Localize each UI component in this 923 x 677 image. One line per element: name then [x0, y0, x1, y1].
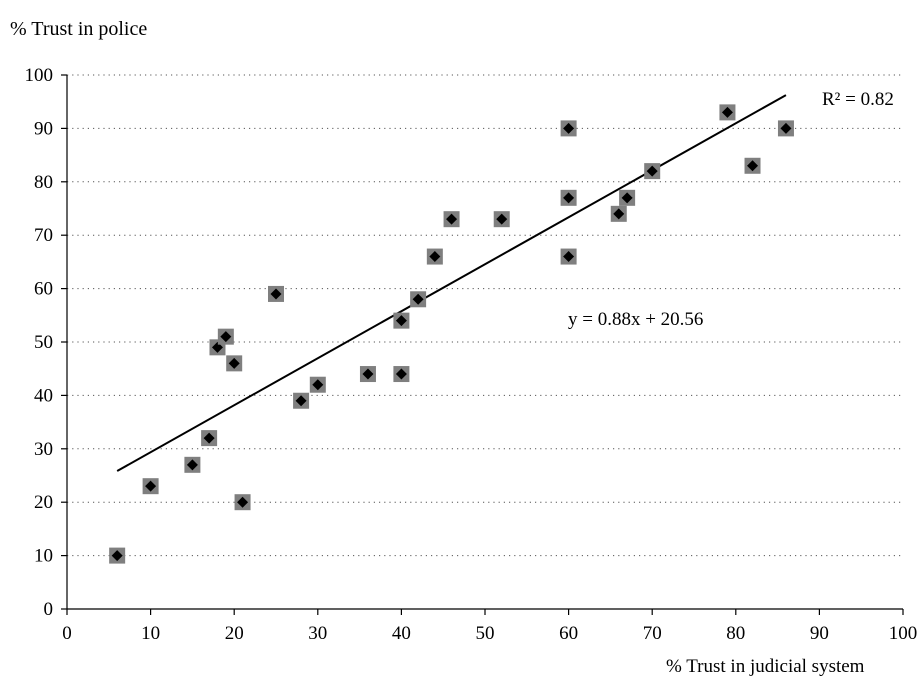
- y-tick-label: 0: [44, 599, 54, 620]
- data-point: [268, 285, 284, 302]
- point-diamond: [496, 213, 508, 225]
- point-diamond: [220, 331, 232, 343]
- data-point: [217, 328, 234, 345]
- point-diamond: [563, 251, 575, 263]
- data-point: [393, 312, 410, 329]
- trendline-layer: [116, 94, 787, 472]
- point-diamond: [780, 122, 792, 134]
- point-diamond: [362, 368, 374, 380]
- point-diamond: [395, 368, 407, 380]
- point-diamond: [446, 213, 458, 225]
- point-diamond: [203, 432, 215, 444]
- x-tick-label: 100: [889, 623, 918, 644]
- data-point: [560, 189, 577, 206]
- data-point: [610, 205, 627, 222]
- axis-ticks: 0 10 20 30 40 50 60 70 80 90 100 0 10 20 30 40 50 60 70 80 9…: [25, 65, 918, 644]
- data-point: [777, 120, 794, 137]
- point-diamond: [395, 315, 407, 327]
- data-points: [109, 104, 794, 564]
- data-point: [410, 291, 427, 308]
- y-tick-label: 40: [34, 385, 53, 406]
- point-diamond: [111, 550, 123, 562]
- x-tick-label: 0: [62, 623, 72, 644]
- point-diamond: [412, 293, 424, 305]
- trendline-equation: y = 0.88x + 20.56: [568, 309, 703, 330]
- point-diamond: [563, 122, 575, 134]
- point-diamond: [613, 208, 625, 220]
- data-point: [443, 211, 460, 228]
- data-point: [226, 355, 243, 372]
- point-diamond: [721, 106, 733, 118]
- data-point: [201, 430, 218, 447]
- data-point: [393, 366, 410, 383]
- point-diamond: [237, 496, 249, 508]
- point-diamond: [186, 459, 198, 471]
- point-diamond: [312, 379, 324, 391]
- trendline: [116, 94, 787, 472]
- x-tick-label: 70: [643, 623, 662, 644]
- data-point: [426, 248, 443, 265]
- y-tick-label: 20: [34, 492, 53, 513]
- data-point: [719, 104, 736, 121]
- x-tick-label: 10: [141, 623, 160, 644]
- data-point: [744, 157, 761, 174]
- data-point: [293, 392, 310, 409]
- point-diamond: [270, 288, 282, 300]
- y-axis-label: % Trust in police: [10, 18, 147, 40]
- data-point: [560, 120, 577, 137]
- data-point: [184, 456, 201, 473]
- point-diamond: [228, 357, 240, 369]
- gridlines: [67, 74, 903, 557]
- y-tick-label: 100: [25, 65, 54, 86]
- y-tick-label: 50: [34, 332, 53, 353]
- data-point: [359, 366, 376, 383]
- data-point: [142, 478, 159, 495]
- x-tick-label: 50: [476, 623, 495, 644]
- point-diamond: [621, 192, 633, 204]
- x-tick-label: 20: [225, 623, 244, 644]
- point-diamond: [145, 480, 157, 492]
- y-tick-label: 70: [34, 225, 53, 246]
- x-axis-label: % Trust in judicial system: [666, 656, 865, 677]
- point-diamond: [747, 160, 759, 172]
- y-tick-label: 80: [34, 172, 53, 193]
- y-tick-label: 30: [34, 439, 53, 460]
- data-point: [309, 376, 326, 393]
- y-tick-label: 90: [34, 118, 53, 139]
- point-diamond: [646, 165, 658, 177]
- y-tick-label: 60: [34, 279, 53, 300]
- data-point: [493, 211, 510, 228]
- r-squared-label: R² = 0.82: [822, 89, 894, 110]
- x-tick-label: 40: [392, 623, 411, 644]
- data-point: [109, 547, 126, 564]
- data-point: [234, 494, 251, 511]
- x-tick-label: 60: [559, 623, 578, 644]
- point-diamond: [295, 395, 307, 407]
- data-point: [644, 163, 661, 180]
- x-tick-label: 90: [810, 623, 829, 644]
- x-tick-label: 80: [726, 623, 745, 644]
- point-diamond: [563, 192, 575, 204]
- x-tick-label: 30: [308, 623, 327, 644]
- data-point: [560, 248, 577, 265]
- data-point: [619, 189, 636, 206]
- y-tick-label: 10: [34, 546, 53, 567]
- point-diamond: [429, 251, 441, 263]
